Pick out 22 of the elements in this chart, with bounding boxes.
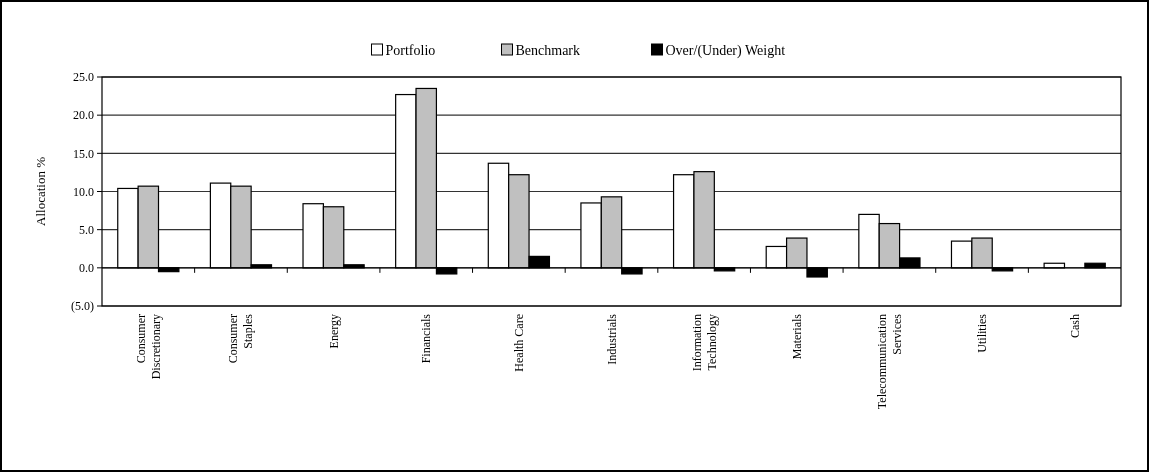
y-tick-label: 0.0: [79, 261, 94, 276]
x-tick-label: Energy: [326, 314, 341, 349]
y-tick-label: 25.0: [73, 70, 94, 85]
x-tick-label: Telecommunication Services: [874, 313, 904, 410]
y-tick-label: (5.0): [71, 299, 94, 314]
x-tick-label: Cash: [1067, 314, 1082, 338]
y-tick-label: 15.0: [73, 146, 94, 161]
x-tick-label: Utilities: [975, 313, 990, 353]
y-tick-label: 20.0: [73, 108, 94, 123]
legend-label: Over/(Under) Weight: [665, 42, 786, 59]
x-tick-label: Consumer Staples: [226, 313, 256, 364]
x-tick-label: Financials: [419, 313, 434, 364]
x-tick-label: Materials: [789, 313, 804, 360]
y-tick-label: 10.0: [73, 184, 94, 199]
x-tick-label: Information Technology: [689, 314, 719, 372]
x-tick-label: Consumer Discretionary: [133, 314, 163, 380]
y-tick-label: 5.0: [79, 222, 94, 237]
legend-label: Benchmark: [515, 42, 581, 58]
legend-label: Portfolio: [385, 42, 436, 58]
x-tick-label: Health Care: [511, 314, 526, 372]
x-tick-label: Industrials: [604, 313, 619, 365]
y-axis-title: Allocation %: [33, 156, 48, 226]
